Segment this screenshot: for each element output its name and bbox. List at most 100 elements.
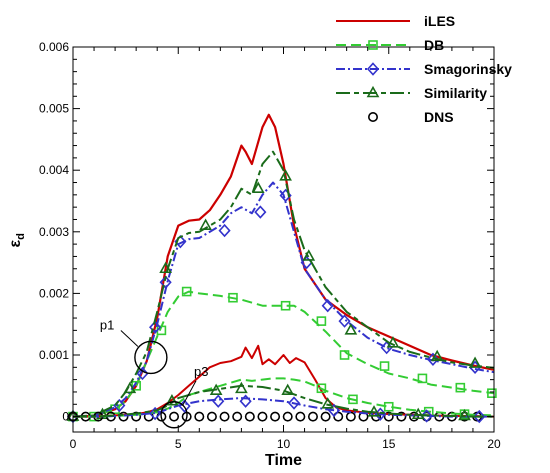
legend-label: DNS [424,109,454,125]
legend-item-dns: DNS [367,109,454,125]
data-point-smagorinsky [321,299,334,313]
data-point-lower-branch-7 [473,409,486,424]
legend: iLES DB Smagorinsky Similarity DNS [336,13,512,125]
x-tick-label: 0 [70,437,77,451]
y-axis-label-sub: d [15,233,27,240]
y-tick-label: 0 [62,410,69,424]
legend-swatch-marker [366,85,380,98]
data-point-similarity [159,261,172,274]
data-point-dns [219,411,230,422]
data-point-similarity [123,381,137,394]
series-similarity [66,150,495,421]
data-point-dns [270,411,281,422]
y-axis-label-main: ε [7,240,24,248]
data-point-dns [345,411,356,422]
data-point-dns [131,411,142,422]
data-point-db [316,316,327,326]
data-point-lower-branch-7 [287,396,301,410]
series-db [68,286,497,422]
data-point-lower-branch-7 [420,409,433,423]
data-point-db [339,350,350,360]
y-tick-label: 0.005 [39,102,69,116]
y-tick-label: 0.006 [39,40,69,54]
data-point-smagorinsky [136,366,149,381]
x-tick-label: 20 [487,437,501,451]
data-point-dns [194,411,205,422]
data-point-smagorinsky [380,340,393,355]
data-point-lower-branch-7 [239,394,252,408]
annotation-label-p3: p3 [194,364,208,379]
legend-swatch-marker [366,62,380,76]
data-point-db [487,388,497,398]
data-point-smagorinsky [218,223,231,238]
data-point-db [228,292,238,303]
annotation-leader-p1 [120,330,139,347]
annotation-layer: p1 p3 [100,317,209,429]
series-line-lower-branch-7 [73,397,494,418]
data-point-lower-branch-8 [165,394,179,406]
data-point-similarity [279,169,292,181]
data-point-similarity [430,349,444,362]
series-layer [66,113,497,424]
data-point-lower-branch-7 [149,406,162,421]
y-tick-label: 0.001 [39,348,69,362]
data-point-smagorinsky [149,320,162,334]
data-point-lower-branch-8 [411,407,425,420]
legend-swatch-marker [367,112,378,123]
annotation-circle-p1 [134,340,168,375]
data-point-db [181,286,192,297]
data-point-similarity [251,181,265,193]
data-point-lower-branch-7 [327,403,341,418]
legend-label: Similarity [424,85,487,101]
y-tick-label: 0.004 [39,163,69,177]
data-point-dns [383,411,394,422]
data-point-dns [396,411,407,422]
data-point-lower-branch-8 [321,397,335,409]
data-point-similarity [386,336,400,348]
x-axis-label: Time [265,452,302,469]
data-point-lower-branch-8 [235,381,248,394]
data-point-lower-branch-8 [281,383,295,396]
legend-swatch-marker [368,40,378,50]
data-point-similarity [344,323,358,335]
legend-label: iLES [424,13,455,29]
data-point-dns [307,411,318,422]
legend-label: Smagorinsky [424,61,512,77]
data-point-lower-branch-6 [316,383,327,394]
data-point-dns [295,411,306,422]
series-lower-branch-8 [73,381,494,421]
data-point-dns [206,411,217,422]
x-tick-label: 10 [277,437,291,451]
data-point-dns [244,411,255,422]
annotation-label-p1: p1 [100,317,114,332]
data-point-db [417,373,428,384]
y-tick-label: 0.003 [39,225,69,239]
data-point-similarity [199,218,212,230]
data-point-db [455,382,466,393]
data-point-dns [232,411,243,422]
annotation-leader-p3 [182,380,197,405]
data-point-lower-branch-8 [209,383,223,396]
data-point-smagorinsky [338,314,351,328]
data-point-smagorinsky [254,205,267,219]
legend-item-db: DB [336,37,444,53]
series-line-similarity [72,150,495,418]
x-tick-label: 15 [382,437,396,451]
data-point-similarity [302,249,316,261]
data-point-dns [169,411,180,422]
y-tick-label: 0.002 [39,286,69,300]
legend-item-iles: iLES [336,13,455,29]
x-tick-label: 5 [175,437,182,451]
data-point-db [280,300,291,311]
data-point-similarity [468,356,482,368]
data-point-dns [257,411,268,422]
legend-label: DB [424,37,444,53]
annotation-circle-p3 [160,401,188,429]
data-point-lower-branch-8 [458,408,471,421]
legend-item-similarity: Similarity [336,85,487,101]
data-point-lower-branch-8 [367,405,381,417]
axes-layer: 0 5 10 15 20 0 0.001 0.002 0.003 0.004 0.005 0.006 T… [7,40,501,469]
legend-item-smagorinsky: Smagorinsky [336,61,512,77]
data-point-dns [282,411,293,422]
